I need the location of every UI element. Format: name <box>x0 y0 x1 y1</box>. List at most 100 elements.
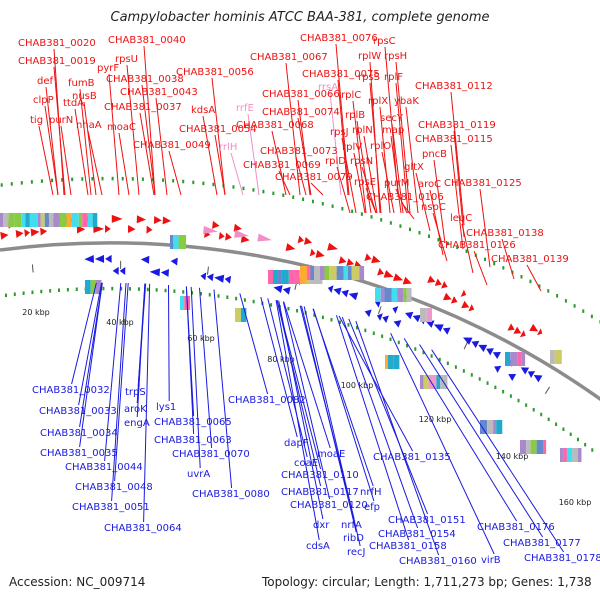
gc-tick-inner <box>509 394 512 398</box>
gc-tick-inner <box>66 287 69 292</box>
reverse-gene-label: dxr <box>313 520 330 531</box>
forward-gene-label: rpsH <box>384 51 407 62</box>
forward-gene-arrow <box>441 281 448 289</box>
forward-gene-label: rpsS <box>358 72 380 83</box>
cog-block <box>380 288 385 302</box>
forward-gene-label: fumB <box>68 78 95 89</box>
forward-label-connector <box>390 135 402 214</box>
forward-label-connector <box>473 250 488 286</box>
reverse-gene-arrow <box>527 371 536 379</box>
cog-block <box>66 213 72 227</box>
cog-block <box>14 213 22 227</box>
forward-label-connector <box>461 223 474 274</box>
forward-gene-label: rpsE <box>354 177 376 188</box>
gc-tick-inner <box>191 291 194 295</box>
cog-block <box>310 266 315 280</box>
forward-label-connector <box>432 212 448 262</box>
forward-label-connector <box>295 156 307 196</box>
gc-tick-outer <box>61 178 64 182</box>
reverse-gene-label: CHAB381_0033 <box>39 406 117 417</box>
forward-label-connector <box>310 182 324 196</box>
gc-tick-inner <box>540 412 543 417</box>
cog-block <box>320 266 325 280</box>
forward-label-connector <box>356 120 372 214</box>
forward-gene-arrow <box>240 234 250 243</box>
reverse-gene-arrow <box>348 292 359 301</box>
forward-label-connector <box>450 144 464 250</box>
forward-gene-label: gltX <box>404 162 424 173</box>
gc-tick-outer <box>331 204 334 208</box>
reverse-gene-label: CHAB381_0051 <box>72 502 150 513</box>
cog-block <box>521 352 526 366</box>
reverse-gene-arrow <box>382 315 389 324</box>
reverse-label-connector <box>104 282 122 462</box>
reverse-label-connector <box>143 283 151 523</box>
cog-block <box>78 213 83 227</box>
gc-tick-inner <box>296 308 299 313</box>
forward-label-connector <box>141 84 156 196</box>
reverse-gene-label: CHAB381_0177 <box>503 538 581 549</box>
cog-block <box>578 448 582 462</box>
gc-tick-outer <box>427 234 430 238</box>
gc-tick-inner <box>347 323 350 327</box>
reverse-gene-label: CHAB381_0117 <box>281 487 359 498</box>
reverse-gene-arrow <box>160 268 170 277</box>
forward-label-connector <box>214 134 226 196</box>
gc-tick-inner <box>164 288 167 293</box>
forward-gene-label: CHAB381_0074 <box>262 107 340 118</box>
forward-label-connector <box>391 123 404 214</box>
gc-tick-inner <box>364 328 367 333</box>
gc-tick-outer <box>0 183 3 187</box>
cog-block <box>178 235 187 249</box>
cog-block <box>294 270 300 284</box>
forward-label-connector <box>337 79 349 196</box>
cog-block <box>29 213 38 227</box>
reverse-gene-arrow <box>376 313 383 321</box>
reverse-gene-arrow <box>214 274 225 283</box>
scale-label: 160 kbp <box>559 498 592 507</box>
gc-tick-outer <box>302 197 305 202</box>
forward-label-connector <box>247 113 260 196</box>
reverse-gene-label: CHAB381_0044 <box>65 462 143 473</box>
cog-block <box>403 288 407 302</box>
forward-label-connector <box>74 108 89 196</box>
reverse-gene-label: trpS <box>125 387 146 398</box>
gc-tick-outer <box>493 261 496 266</box>
cog-block <box>170 235 174 249</box>
reverse-gene-label: CHAB381_0035 <box>40 448 118 459</box>
forward-gene-label: CHAB381_0049 <box>133 140 211 151</box>
reverse-label-connector <box>390 332 495 555</box>
forward-gene-label: rplO <box>370 141 391 152</box>
forward-gene-arrow <box>507 323 515 331</box>
gc-tick-inner <box>422 350 425 355</box>
forward-gene-arrow <box>327 242 338 251</box>
gc-tick-inner <box>217 294 220 298</box>
reverse-gene-label: nrfA <box>341 520 362 531</box>
reverse-gene-label: virB <box>481 555 501 566</box>
gc-tick-inner <box>562 427 565 431</box>
gc-tick-inner <box>430 354 433 358</box>
cog-block <box>343 266 348 280</box>
cog-block <box>388 355 394 369</box>
forward-gene-arrow <box>30 228 40 237</box>
reverse-gene-label: CHAB381_0082 <box>228 395 306 406</box>
scale-label: 60 kbp <box>187 334 215 343</box>
forward-gene-label: rrlH <box>219 142 237 153</box>
reverse-gene-arrow <box>478 344 488 352</box>
reverse-gene-label: recJ <box>347 547 366 558</box>
forward-gene-label: CHAB381_0112 <box>415 81 493 92</box>
forward-gene-label: leuC <box>450 213 472 224</box>
forward-label-connector <box>38 125 54 196</box>
scale-label: 140 kbp <box>496 452 529 461</box>
reverse-gene-label: engA <box>124 418 150 429</box>
gc-tick-inner <box>137 287 140 291</box>
gc-tick-inner <box>313 313 316 317</box>
cog-block <box>496 420 503 434</box>
gc-tick-outer <box>465 249 468 253</box>
gc-tick-outer <box>262 189 265 194</box>
gc-tick-inner <box>146 287 149 292</box>
cog-block <box>90 280 97 294</box>
scale-tick <box>31 264 34 273</box>
cog-block <box>0 213 4 227</box>
